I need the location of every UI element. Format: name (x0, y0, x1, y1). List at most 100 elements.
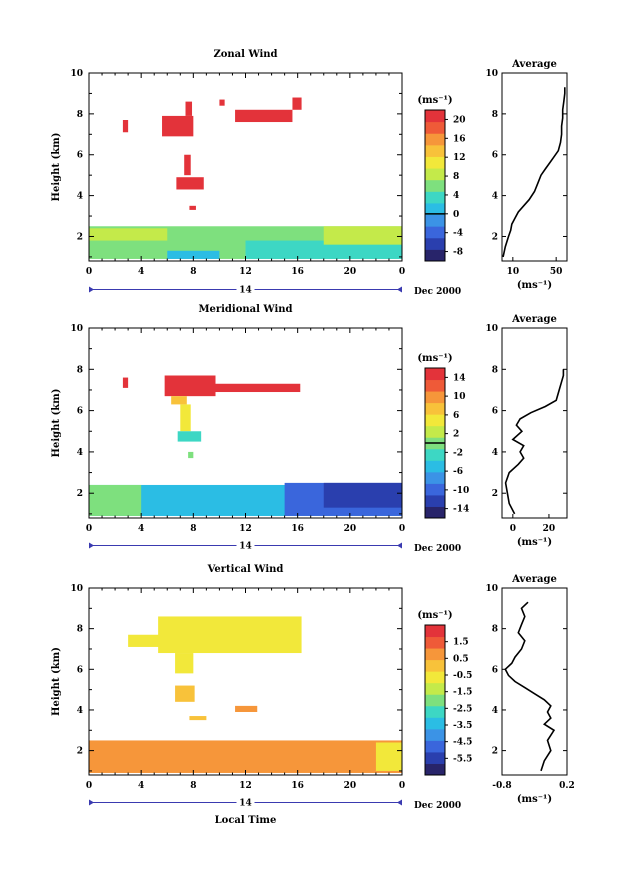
heatmap-cell (245, 240, 402, 259)
colorbar-tick-label: -4 (453, 229, 463, 239)
heatmap-cell (235, 705, 258, 712)
colorbar-swatch (425, 168, 445, 181)
colorbar-swatch (425, 636, 445, 649)
colorbar-swatch (425, 763, 445, 776)
day-label-bg (236, 541, 255, 550)
profile-y-tick-label: 4 (492, 706, 498, 716)
colorbar-swatch (425, 682, 445, 695)
colorbar-swatch (425, 214, 445, 227)
x-tick-label: 20 (344, 267, 357, 277)
profile-y-tick-label: 6 (492, 665, 498, 675)
colorbar-tick-label: -5.5 (453, 754, 472, 764)
average-title: Average (511, 314, 557, 325)
profile-frame (501, 587, 568, 776)
y-tick-label: 10 (70, 69, 83, 79)
day-span-arrow (397, 799, 402, 806)
colorbar-tick-label: 8 (453, 172, 459, 182)
y-axis-label: Height (km) (51, 389, 62, 458)
x-tick-label: 16 (291, 781, 304, 791)
heatmap-cell (219, 99, 225, 106)
x-tick-label: 0 (399, 524, 405, 534)
colorbar-swatch (425, 740, 445, 753)
colorbar-swatch (425, 237, 445, 250)
x-tick-label: 0 (399, 781, 405, 791)
profile-y-tick-label: 10 (485, 69, 498, 79)
colorbar-swatch (425, 751, 445, 764)
colorbar-tick-label: -6 (453, 467, 463, 477)
heatmap-cell (128, 634, 161, 647)
colorbar-swatch (425, 414, 445, 427)
x-tick-label: 0 (86, 781, 92, 791)
day-label: 14 (239, 286, 252, 296)
colorbar-tick-label: 6 (453, 411, 459, 421)
x-tick-label: 8 (190, 524, 196, 534)
heatmap-cell (158, 616, 302, 654)
x-tick-label: 0 (399, 267, 405, 277)
profile-y-tick-label: 2 (492, 747, 498, 757)
heatmap-cell (122, 377, 129, 388)
profile-y-tick-label: 10 (485, 324, 498, 334)
colorbar-tick-label: 10 (453, 392, 466, 402)
heatmap-cell (188, 451, 194, 459)
heatmap-cell (180, 404, 191, 432)
heatmap-cells (89, 375, 402, 516)
x-tick-label: 20 (344, 781, 357, 791)
colorbar-swatch (425, 460, 445, 473)
day-label-bg (236, 798, 255, 807)
colorbar-swatch (425, 705, 445, 718)
colorbar-tick-label: 16 (453, 134, 466, 144)
x-tick-label: 16 (291, 524, 304, 534)
heatmap-cell (292, 97, 302, 110)
y-tick-label: 4 (77, 192, 83, 202)
colorbar-swatch (425, 121, 445, 134)
panel-2: Meridional Wind 10 8 6 4 2 Height (km) 0 4 8 12 16 2… (51, 304, 568, 554)
y-tick-label: 8 (77, 365, 83, 375)
colorbar-frame (424, 109, 446, 262)
colorbar-tick-label: 1.5 (453, 638, 469, 648)
colorbar-swatch (425, 494, 445, 507)
colorbar-swatch (425, 506, 445, 519)
profile-y-tick-label: 8 (492, 365, 498, 375)
colorbar-swatch (425, 717, 445, 730)
x-tick-label: 8 (190, 267, 196, 277)
profile-y-tick-label: 6 (492, 151, 498, 161)
day-span-arrow (89, 542, 94, 549)
profile-x-label: (ms⁻¹) (517, 537, 552, 548)
profile-x-label: (ms⁻¹) (517, 794, 552, 805)
heatmap-cells (89, 97, 402, 259)
profile-x-tick-label: -0.8 (492, 781, 511, 791)
date-label: Dec 2000 (414, 544, 461, 554)
x-tick-label: 4 (138, 524, 144, 534)
heatmap-cell (171, 396, 187, 405)
heatmap-cell (175, 653, 194, 674)
colorbar-tick-label: -8 (453, 248, 463, 258)
y-tick-label: 8 (77, 625, 83, 635)
date-label: Dec 2000 (414, 801, 461, 811)
x-tick-label: 12 (239, 524, 252, 534)
colorbar-tick-label: 0.5 (453, 654, 469, 664)
panel-title: Meridional Wind (198, 304, 292, 315)
colorbar-tick-label: -4.5 (453, 738, 472, 748)
profile-y-tick-label: 6 (492, 407, 498, 417)
profile-x-tick-label: 10 (507, 267, 520, 277)
x-tick-label: 12 (239, 781, 252, 791)
heatmap-cell (162, 115, 194, 137)
colorbar-tick-label: -3.5 (453, 721, 472, 731)
colorbar-swatch (425, 425, 445, 438)
profile-x-tick-label: 20 (543, 524, 556, 534)
profile-y-tick-label: 4 (492, 192, 498, 202)
x-tick-label: 12 (239, 267, 252, 277)
x-tick-label: 0 (86, 267, 92, 277)
profile-frame (501, 72, 568, 262)
colorbar-swatch (425, 179, 445, 192)
colorbar-swatch (425, 448, 445, 461)
colorbar-swatch (425, 249, 445, 262)
heatmap-cell (177, 431, 202, 442)
heatmap-cell (175, 685, 195, 702)
y-tick-label: 2 (77, 232, 83, 242)
profile-y-tick-label: 4 (492, 448, 498, 458)
colorbar-tick-label: -2 (453, 448, 463, 458)
colorbar-swatch (425, 483, 445, 496)
day-span-arrow (89, 286, 94, 293)
